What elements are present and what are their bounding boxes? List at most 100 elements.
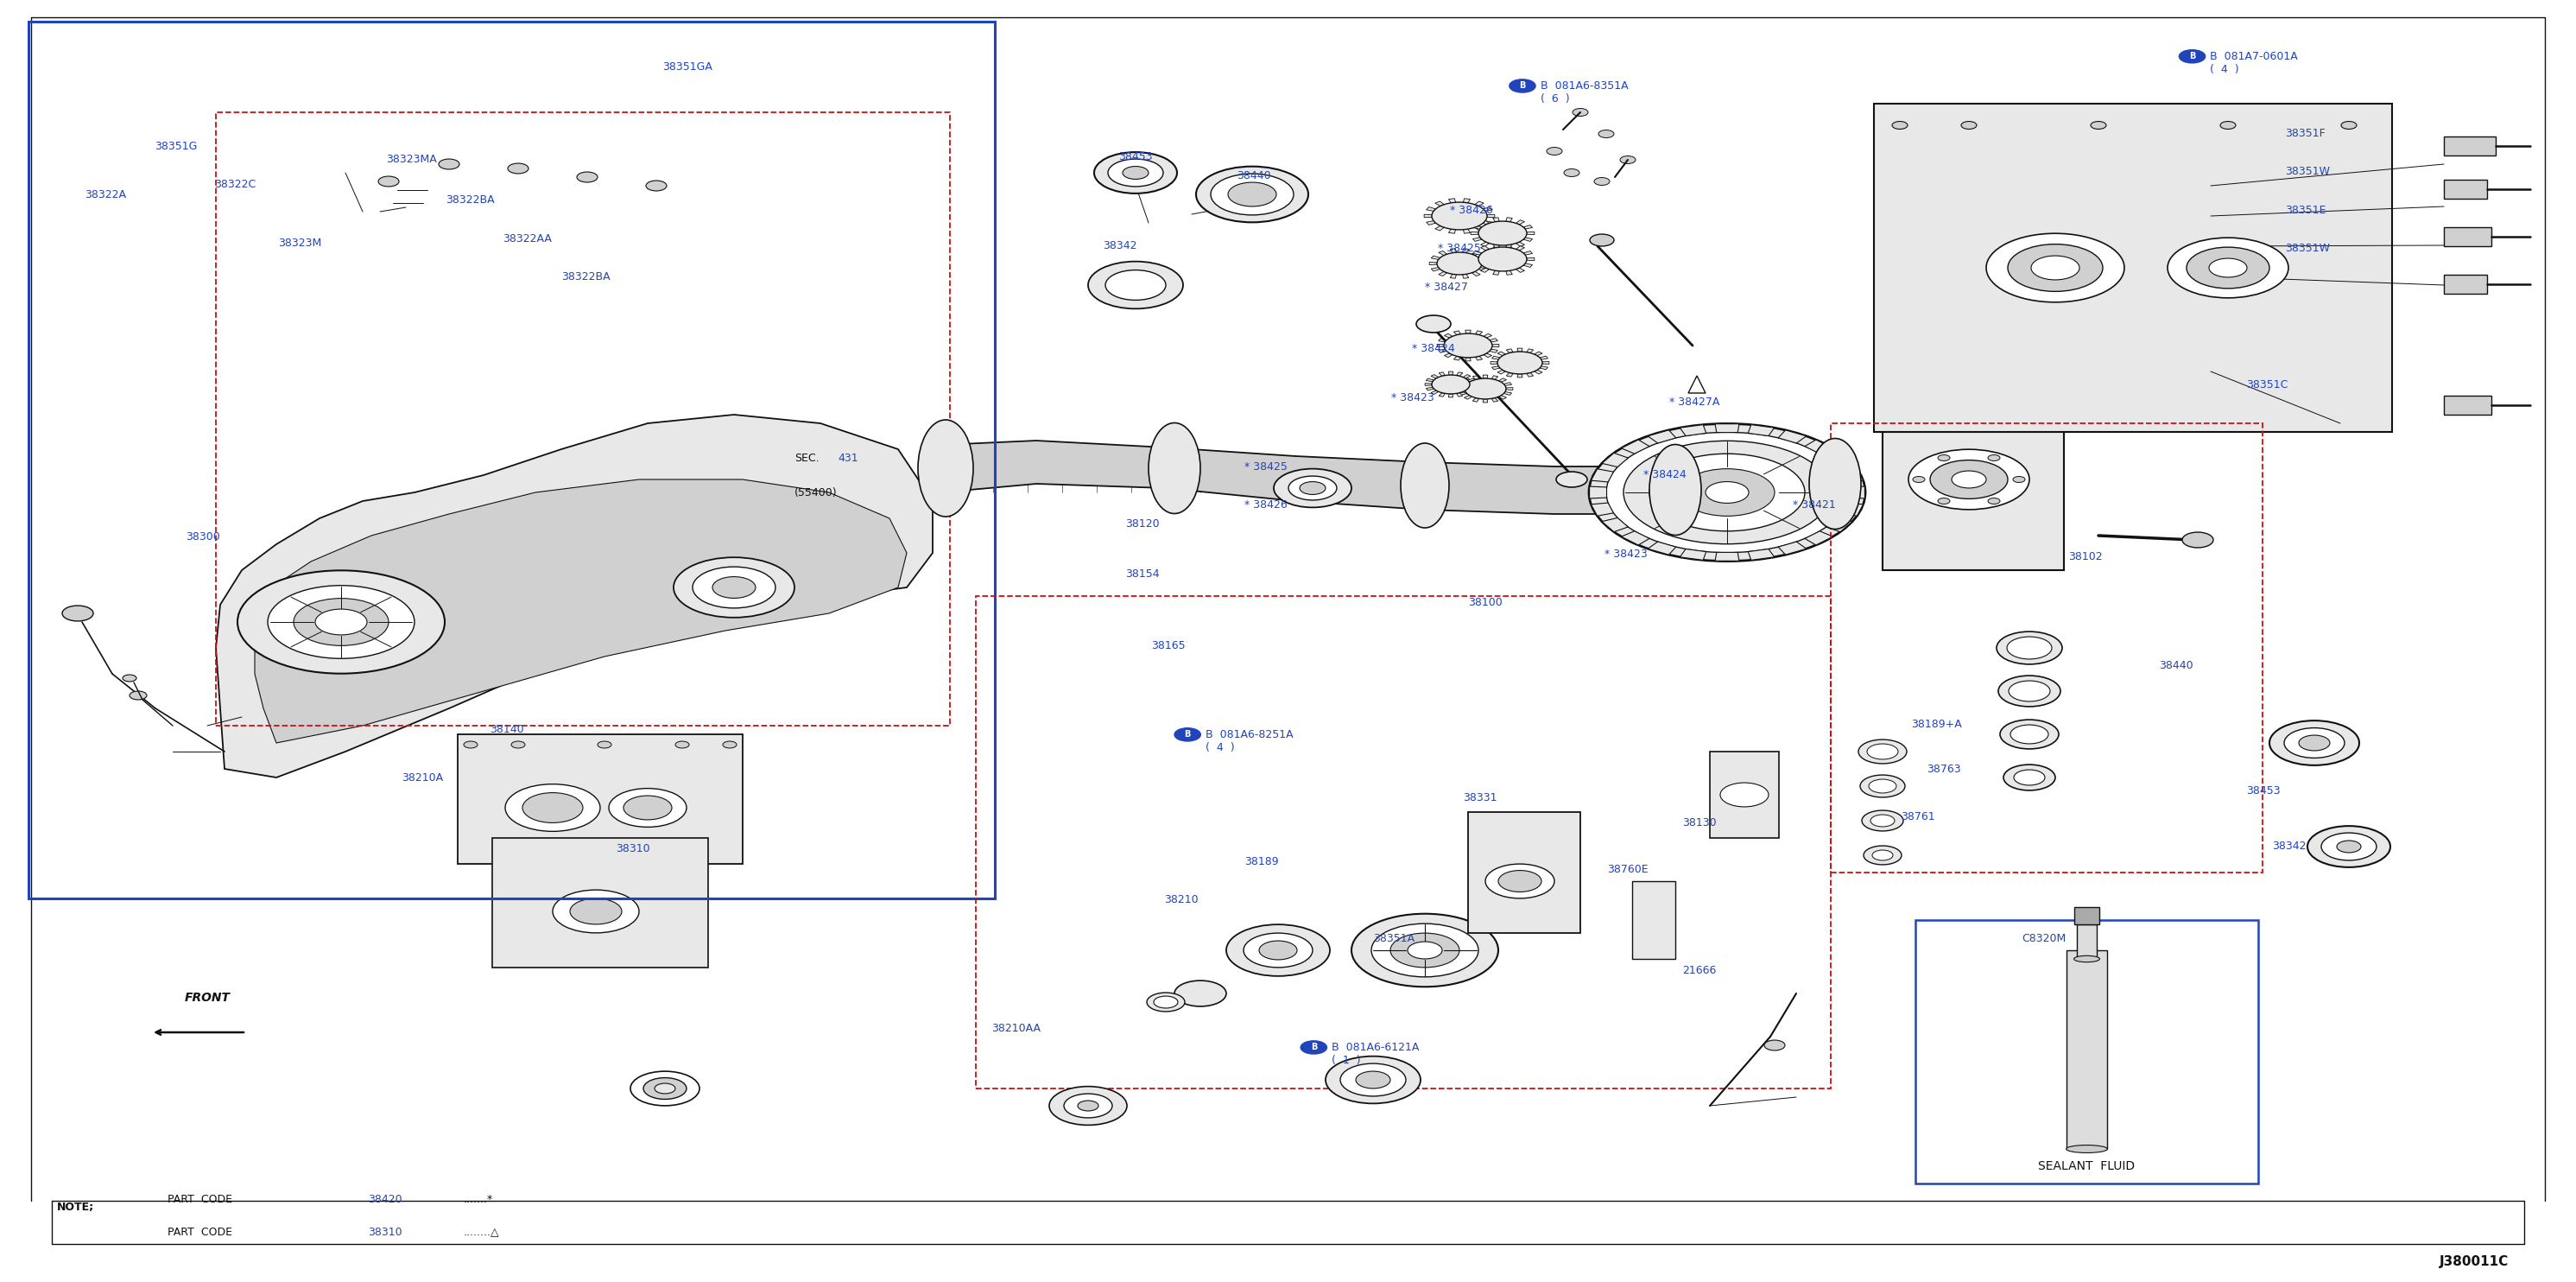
Text: 38322A: 38322A [85,190,126,200]
Circle shape [1437,253,1481,274]
Text: SEC.: SEC. [793,453,819,464]
Circle shape [1288,476,1337,500]
Circle shape [2269,720,2360,765]
Polygon shape [1507,245,1512,249]
Polygon shape [1458,392,1466,395]
Bar [1832,423,2262,873]
Polygon shape [1445,333,1453,338]
Bar [2445,227,2491,246]
Circle shape [1999,676,2061,706]
Polygon shape [1476,331,1481,335]
Polygon shape [1481,242,1489,246]
Circle shape [1937,455,1950,460]
Circle shape [1226,924,1329,976]
Text: 38342: 38342 [2272,841,2306,851]
Circle shape [2007,244,2102,291]
Ellipse shape [1808,438,1860,529]
Circle shape [2336,841,2362,853]
Polygon shape [1463,274,1468,278]
Bar [28,22,994,899]
Polygon shape [1522,251,1533,255]
Polygon shape [1453,356,1461,360]
Text: 38331: 38331 [1463,792,1497,803]
Text: J380011C: J380011C [2439,1255,2509,1268]
Polygon shape [1484,333,1492,338]
Bar [2445,179,2486,199]
Polygon shape [1481,246,1489,250]
Polygon shape [1427,387,1435,391]
Bar [2066,950,2107,1149]
Bar [2445,136,2496,155]
Polygon shape [1592,503,1613,515]
Circle shape [1175,981,1226,1006]
Polygon shape [1592,469,1613,482]
Text: 431: 431 [837,453,858,464]
Circle shape [724,741,737,749]
Circle shape [1623,441,1832,544]
Circle shape [714,577,755,599]
Circle shape [1989,455,1999,460]
Circle shape [1087,262,1182,309]
Polygon shape [1445,354,1453,358]
Polygon shape [1522,226,1533,229]
Circle shape [554,890,639,933]
Polygon shape [1476,356,1481,360]
Circle shape [507,163,528,173]
Circle shape [1175,728,1200,741]
Bar [216,113,951,726]
Text: 38210AA: 38210AA [992,1023,1041,1033]
Text: 38210A: 38210A [402,773,443,783]
Circle shape [1862,810,1904,831]
Polygon shape [1450,274,1455,278]
Circle shape [379,176,399,187]
Circle shape [1108,159,1164,186]
Circle shape [1370,923,1479,977]
Polygon shape [1716,553,1739,562]
Text: 38420: 38420 [368,1194,402,1205]
Polygon shape [1466,331,1471,333]
Circle shape [672,558,793,618]
Polygon shape [1492,362,1497,364]
Circle shape [1589,235,1615,246]
Circle shape [2004,764,2056,791]
Polygon shape [1484,376,1489,378]
Polygon shape [1515,242,1525,246]
Text: B: B [1520,82,1525,90]
Polygon shape [1602,518,1628,532]
Polygon shape [1471,272,1481,276]
Polygon shape [1450,249,1455,253]
Text: B  081A6-8351A
(  6  ): B 081A6-8351A ( 6 ) [1540,81,1628,104]
Polygon shape [1435,201,1445,206]
Polygon shape [1484,354,1492,358]
Polygon shape [1437,338,1448,342]
Polygon shape [1504,392,1512,395]
Bar [2445,274,2486,294]
Bar [976,596,1832,1088]
Polygon shape [1430,374,1437,378]
Polygon shape [1437,272,1448,276]
Polygon shape [1499,378,1507,382]
Text: 38453: 38453 [1118,151,1151,162]
Text: B: B [2190,53,2195,60]
Circle shape [1556,472,1587,487]
Polygon shape [1473,376,1479,379]
Circle shape [2179,50,2205,63]
Circle shape [2187,247,2269,288]
Circle shape [1996,632,2063,664]
Polygon shape [1517,349,1522,351]
Polygon shape [1649,542,1677,555]
Circle shape [1857,740,1906,764]
Polygon shape [1680,549,1705,560]
Polygon shape [1484,206,1492,212]
Polygon shape [1507,349,1512,353]
Circle shape [1860,774,1906,797]
Polygon shape [1494,218,1499,222]
Circle shape [62,605,93,620]
Circle shape [2009,724,2048,744]
Bar [492,838,708,968]
Circle shape [1154,996,1177,1008]
Text: 38189: 38189 [1244,856,1278,867]
Text: 21666: 21666 [1682,965,1716,976]
Polygon shape [1847,486,1865,499]
Text: 38323M: 38323M [278,238,322,249]
